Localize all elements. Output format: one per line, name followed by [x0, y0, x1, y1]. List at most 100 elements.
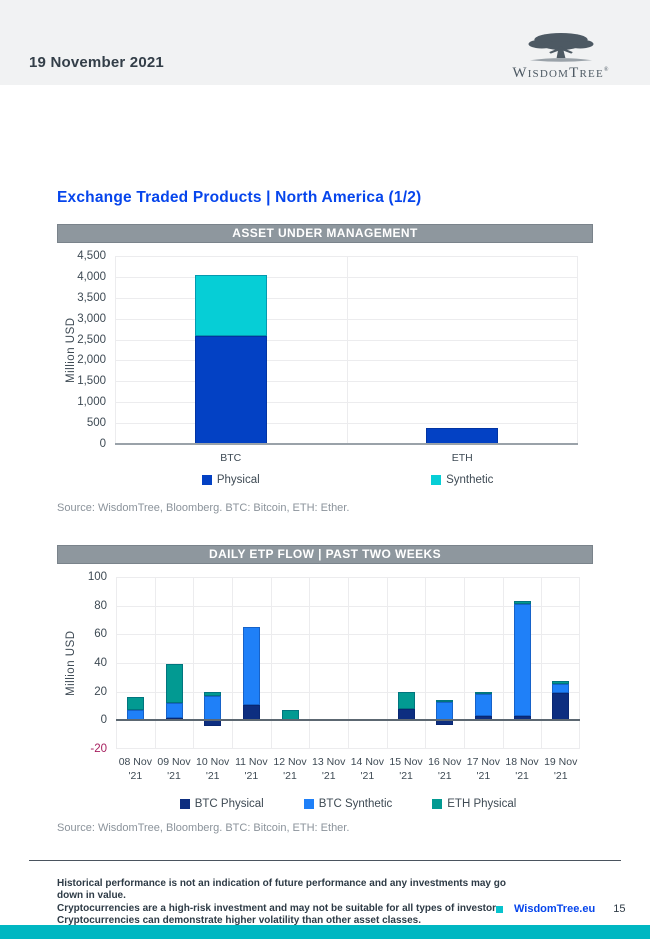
x-tick-label: 10 Nov '21 [196, 756, 230, 782]
footer-divider [29, 860, 621, 861]
bar-seg [194, 335, 267, 444]
bar-seg [204, 691, 222, 696]
x-tick-label: 14 Nov '21 [350, 756, 384, 782]
bar-seg [242, 704, 260, 721]
legend-swatch-icon [201, 475, 212, 485]
x-tick-label: 13 Nov '21 [312, 756, 346, 782]
x-tick-label: ETH [451, 452, 473, 464]
ytick: 0 [99, 438, 106, 450]
gridline-v [386, 577, 388, 749]
bar-seg [513, 600, 531, 605]
gridline-v [116, 577, 117, 749]
page-title: Exchange Traded Products | North America… [57, 189, 422, 207]
bar-seg [552, 680, 570, 684]
legend-item: ETH Physical [432, 798, 516, 810]
disclaimer: Historical performance is not an indicat… [57, 878, 527, 928]
gridline-v [541, 577, 543, 749]
ytick: 60 [94, 628, 107, 641]
logo-wordmark: WISDOMTREE® [512, 65, 610, 81]
gridline-v [309, 577, 311, 749]
gridline-v [579, 577, 580, 749]
ytick: 100 [87, 571, 107, 583]
gridline-v [346, 256, 348, 444]
legend-label: Physical [216, 474, 260, 486]
gridline-v [464, 577, 465, 749]
plot-area [115, 256, 578, 445]
legend-item: BTC Physical [179, 798, 264, 810]
bar-seg [513, 604, 531, 717]
chart-title: ASSET UNDER MANAGEMENT [57, 224, 593, 243]
bar-seg [242, 627, 260, 705]
gridline-v [502, 577, 504, 749]
x-tick-label: 12 Nov '21 [273, 756, 307, 782]
ytick: 80 [94, 599, 107, 612]
x-tick-label: BTC [220, 452, 242, 464]
legend-label: BTC Synthetic [318, 798, 393, 810]
legend-item: BTC Synthetic [303, 798, 393, 810]
x-tick-label: 11 Nov '21 [235, 756, 268, 782]
zeroline [115, 443, 578, 445]
x-axis-labels: BTC ETH [115, 451, 578, 465]
source-note: Source: WisdomTree, Bloomberg. BTC: Bitc… [57, 502, 350, 514]
bar-seg [126, 697, 144, 711]
brand-square-icon [496, 905, 503, 913]
x-tick-label: 19 Nov '21 [544, 756, 578, 782]
x-tick-label: 08 Nov '21 [118, 756, 152, 782]
bar-seg [552, 683, 570, 694]
legend-swatch-icon [303, 799, 314, 809]
bar-seg [165, 703, 183, 719]
bar-seg [436, 699, 454, 702]
gridline-v [425, 577, 427, 749]
legend-label: BTC Physical [194, 798, 264, 810]
zeroline [116, 719, 580, 722]
ytick: 4,000 [77, 270, 106, 283]
bar-seg [426, 428, 499, 444]
gridline-v [232, 577, 233, 749]
disclaimer-line: Historical performance is not an indicat… [57, 878, 506, 902]
daily-flow-chart: DAILY ETP FLOW | PAST TWO WEEKS Million … [57, 545, 593, 817]
bar-seg [397, 691, 415, 709]
plot-area [116, 577, 580, 749]
ytick: 1,000 [77, 396, 106, 409]
ytick: 3,000 [77, 312, 106, 325]
wisdomtree-logo: WISDOMTREE® [496, 30, 626, 81]
x-tick-label: 17 Nov '21 [466, 756, 501, 782]
source-note: Source: WisdomTree, Bloomberg. BTC: Bitc… [57, 822, 350, 834]
legend-label: ETH Physical [447, 798, 517, 810]
bar-seg [165, 664, 183, 704]
report-date: 19 November 2021 [29, 54, 164, 71]
bar-seg [436, 701, 454, 721]
legend-item: Physical [115, 474, 347, 486]
ytick: 2,500 [77, 333, 106, 346]
gridline-v [577, 256, 578, 444]
ytick: 2,000 [77, 354, 106, 367]
gridline-v [115, 256, 116, 444]
ytick: 3,500 [77, 291, 106, 304]
gridline-v [193, 577, 195, 749]
disclaimer-line: Cryptocurrencies are a high-risk investm… [57, 902, 499, 914]
bar-seg [194, 274, 267, 336]
disclaimer-line: Cryptocurrencies can demonstrate higher … [57, 915, 422, 927]
x-tick-label: 18 Nov '21 [505, 756, 539, 782]
legend-label: Synthetic [446, 474, 494, 486]
gridline-v [348, 577, 349, 749]
legend-swatch-icon [432, 799, 443, 809]
gridline-v [270, 577, 272, 749]
x-axis-labels: 08 Nov '21 09 Nov '21 10 Nov '21 11 Nov '21 12 N… [116, 755, 580, 783]
ytick: 1,500 [77, 375, 106, 388]
legend-swatch-icon [179, 799, 190, 809]
ytick: 500 [86, 417, 106, 430]
gridline-v [154, 577, 156, 749]
chart-legend: BTC Physical BTC Synthetic ETH Physical [116, 798, 580, 810]
chart-legend: Physical Synthetic [115, 474, 578, 486]
ytick: 40 [94, 657, 107, 669]
ytick: -20 [90, 743, 107, 755]
bar-seg [474, 693, 492, 717]
ytick: 0 [100, 714, 107, 727]
legend-swatch-icon [431, 475, 442, 485]
wisdomtree-eu-link[interactable]: WisdomTree.eu [514, 903, 596, 915]
x-tick-label: 09 Nov '21 [157, 756, 191, 782]
footer-right: WisdomTree.eu 15 [496, 903, 625, 915]
chart-title: DAILY ETP FLOW | PAST TWO WEEKS [57, 545, 593, 564]
